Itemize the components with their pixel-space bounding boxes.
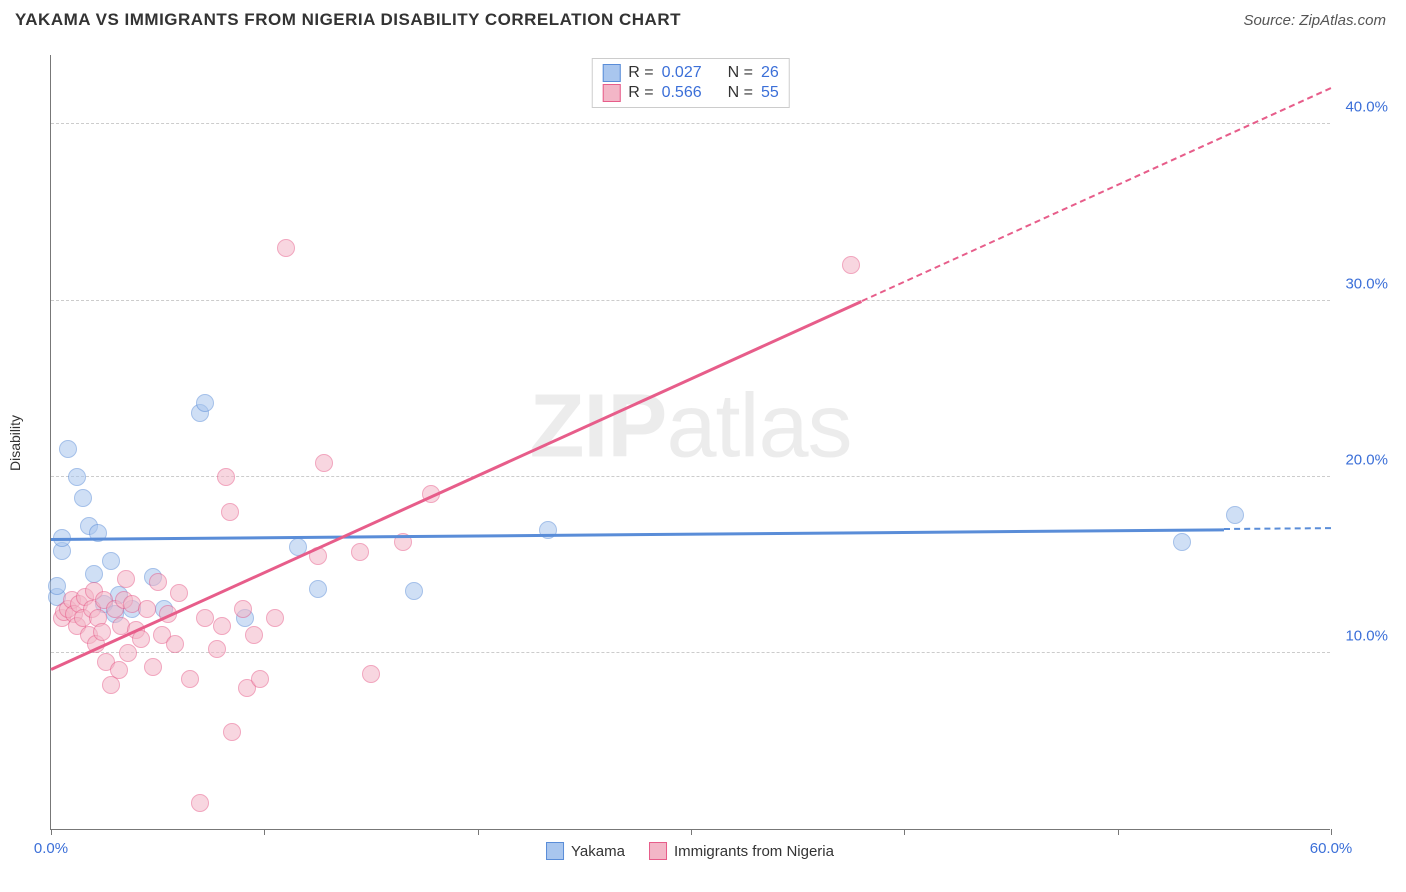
legend-stats-row: R = 0.566 N = 55 [602,83,779,103]
legend-series-item: Yakama [546,842,625,860]
legend-series-label: Yakama [571,843,625,860]
data-point [208,640,226,658]
legend-series: Yakama Immigrants from Nigeria [546,842,834,860]
y-axis-label: Disability [7,414,23,470]
data-point [266,609,284,627]
x-tick-label: 0.0% [34,840,68,857]
legend-stats-row: R = 0.027 N = 26 [602,63,779,83]
data-point [59,440,77,458]
data-point [48,577,66,595]
data-point [217,468,235,486]
data-point [251,670,269,688]
data-point [117,570,135,588]
plot-area: ZIPatlas R =0.027N =26R =0.566N =55 10.0… [50,55,1330,830]
data-point [144,658,162,676]
data-point [196,394,214,412]
data-point [181,670,199,688]
data-point [1226,506,1244,524]
data-point [196,609,214,627]
header: YAKAMA VS IMMIGRANTS FROM NIGERIA DISABI… [0,0,1406,35]
chart-title: YAKAMA VS IMMIGRANTS FROM NIGERIA DISABI… [15,10,681,30]
data-point [166,635,184,653]
data-point [102,552,120,570]
n-value: 26 [761,64,779,82]
gridline [51,123,1330,124]
x-tick [51,829,52,835]
data-point [213,617,231,635]
data-point [119,644,137,662]
legend-series-item: Immigrants from Nigeria [649,842,834,860]
x-tick [264,829,265,835]
data-point [351,543,369,561]
chart-container: Disability ZIPatlas R =0.027N =26R =0.56… [50,55,1330,830]
data-point [138,600,156,618]
trend-line [51,528,1224,540]
y-tick-label: 40.0% [1345,99,1388,116]
legend-swatch-icon [546,842,564,860]
data-point [842,256,860,274]
data-point [74,489,92,507]
r-value: 0.027 [662,64,702,82]
n-value: 55 [761,84,779,102]
data-point [221,503,239,521]
data-point [1173,533,1191,551]
y-tick-label: 10.0% [1345,627,1388,644]
trend-line [50,300,862,670]
data-point [85,565,103,583]
data-point [245,626,263,644]
data-point [234,600,252,618]
r-value: 0.566 [662,84,702,102]
x-tick [904,829,905,835]
x-tick [691,829,692,835]
legend-series-label: Immigrants from Nigeria [674,843,834,860]
data-point [309,580,327,598]
gridline [51,476,1330,477]
data-point [170,584,188,602]
data-point [362,665,380,683]
data-point [405,582,423,600]
y-tick-label: 20.0% [1345,451,1388,468]
n-label: N = [728,84,753,102]
data-point [277,239,295,257]
x-tick [1118,829,1119,835]
legend-swatch-icon [602,84,620,102]
legend-stats: R = 0.027 N = 26 R = 0.566 N = 55 [591,58,790,108]
data-point [110,661,128,679]
n-label: N = [728,64,753,82]
y-tick-label: 30.0% [1345,275,1388,292]
legend-swatch-icon [649,842,667,860]
r-label: R = [628,64,653,82]
data-point [93,623,111,641]
gridline [51,652,1330,653]
trend-line-extrapolated [861,87,1331,302]
x-tick [478,829,479,835]
trend-line-extrapolated [1224,528,1331,531]
data-point [149,573,167,591]
legend-swatch-icon [602,64,620,82]
data-point [315,454,333,472]
data-point [68,468,86,486]
r-label: R = [628,84,653,102]
source-attribution: Source: ZipAtlas.com [1243,12,1386,29]
x-tick-label: 60.0% [1310,840,1353,857]
data-point [223,723,241,741]
data-point [191,794,209,812]
watermark: ZIPatlas [529,375,851,478]
x-tick [1331,829,1332,835]
gridline [51,300,1330,301]
